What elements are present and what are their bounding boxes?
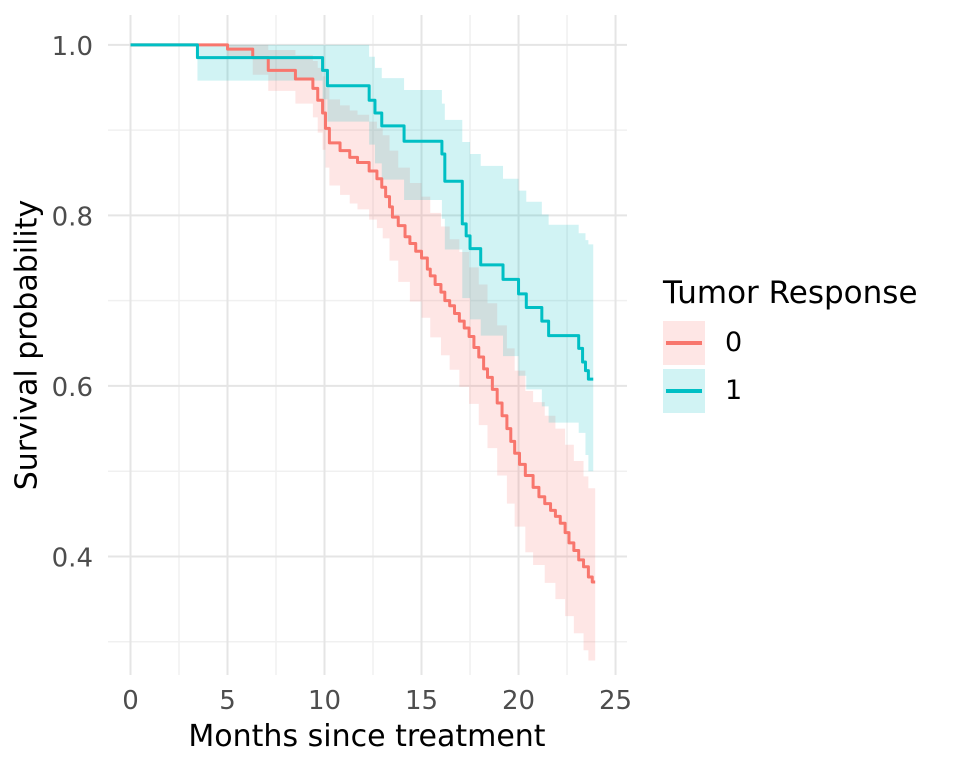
y-axis-title: Survival probability xyxy=(9,199,45,491)
legend-line-icon xyxy=(666,340,702,345)
survival-curve-1 xyxy=(130,43,594,381)
x-tick-label: 5 xyxy=(219,686,236,716)
x-tick-label: 0 xyxy=(122,686,139,716)
y-tick-label: 1.0 xyxy=(52,32,93,62)
legend-item-0: 0 xyxy=(663,320,918,365)
legend-swatch-0 xyxy=(663,320,705,365)
x-tick-label: 15 xyxy=(405,686,438,716)
survival-curve-0 xyxy=(130,43,596,584)
x-tick-label: 20 xyxy=(502,686,535,716)
x-tick-label: 25 xyxy=(599,686,632,716)
ci-band-1 xyxy=(197,44,594,472)
ci-band-0 xyxy=(227,44,596,661)
y-tick-label: 0.6 xyxy=(52,373,93,403)
x-tick-label: 10 xyxy=(308,686,341,716)
legend-item-1: 1 xyxy=(663,368,918,413)
legend-line-icon xyxy=(666,388,702,393)
legend-label-0: 0 xyxy=(725,327,743,359)
legend-swatch-1 xyxy=(663,368,705,413)
x-axis-title: Months since treatment xyxy=(188,719,546,754)
legend-title: Tumor Response xyxy=(663,275,918,311)
y-tick-label: 0.4 xyxy=(52,543,93,573)
legend-label-1: 1 xyxy=(725,375,743,407)
y-tick-label: 0.8 xyxy=(52,202,93,232)
